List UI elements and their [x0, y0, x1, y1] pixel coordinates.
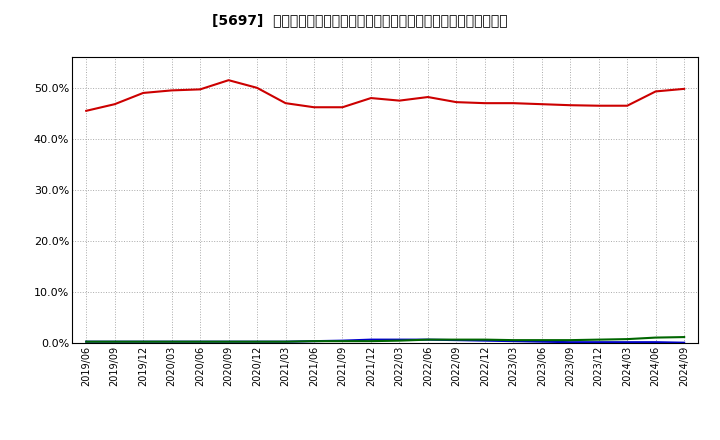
繰延税金資産: [595, 337, 603, 342]
繰延税金資産: [310, 338, 318, 344]
のれん: [595, 340, 603, 345]
のれん: [110, 339, 119, 345]
繰延税金資産: [82, 339, 91, 345]
繰延税金資産: [253, 339, 261, 345]
自己資本: [395, 98, 404, 103]
繰延税金資産: [196, 339, 204, 345]
自己資本: [310, 105, 318, 110]
自己資本: [595, 103, 603, 108]
繰延税金資産: [452, 337, 461, 342]
繰延税金資産: [366, 338, 375, 344]
繰延税金資産: [395, 338, 404, 343]
のれん: [509, 338, 518, 344]
繰延税金資産: [652, 335, 660, 340]
自己資本: [282, 100, 290, 106]
自己資本: [566, 103, 575, 108]
のれん: [652, 340, 660, 345]
自己資本: [167, 88, 176, 93]
繰延税金資産: [509, 337, 518, 343]
のれん: [537, 339, 546, 345]
自己資本: [82, 108, 91, 114]
自己資本: [537, 102, 546, 107]
のれん: [423, 337, 432, 342]
自己資本: [225, 77, 233, 83]
のれん: [82, 339, 91, 345]
自己資本: [139, 90, 148, 95]
繰延税金資産: [423, 337, 432, 342]
繰延税金資産: [623, 337, 631, 342]
Text: [5697]  自己資本、のれん、繰延税金資産の総資産に対する比率の推移: [5697] 自己資本、のれん、繰延税金資産の総資産に対する比率の推移: [212, 13, 508, 27]
繰延税金資産: [282, 339, 290, 345]
のれん: [167, 339, 176, 345]
繰延税金資産: [537, 337, 546, 343]
自己資本: [680, 86, 688, 92]
のれん: [196, 339, 204, 345]
自己資本: [652, 89, 660, 94]
のれん: [395, 337, 404, 342]
のれん: [282, 339, 290, 345]
繰延税金資産: [225, 339, 233, 345]
のれん: [680, 340, 688, 345]
自己資本: [110, 102, 119, 107]
自己資本: [452, 99, 461, 105]
のれん: [452, 337, 461, 343]
のれん: [623, 340, 631, 345]
自己資本: [480, 100, 489, 106]
Line: 自己資本: 自己資本: [86, 80, 684, 111]
自己資本: [366, 95, 375, 101]
のれん: [366, 337, 375, 342]
自己資本: [509, 100, 518, 106]
自己資本: [623, 103, 631, 108]
のれん: [566, 340, 575, 345]
のれん: [139, 339, 148, 345]
Line: のれん: のれん: [86, 340, 684, 343]
繰延税金資産: [680, 334, 688, 340]
繰延税金資産: [110, 339, 119, 345]
自己資本: [338, 105, 347, 110]
自己資本: [423, 95, 432, 100]
のれん: [338, 338, 347, 343]
繰延税金資産: [139, 339, 148, 345]
のれん: [225, 339, 233, 345]
Line: 繰延税金資産: 繰延税金資産: [86, 337, 684, 342]
繰延税金資産: [480, 337, 489, 342]
繰延税金資産: [338, 338, 347, 344]
繰延税金資産: [167, 339, 176, 345]
自己資本: [253, 85, 261, 91]
のれん: [480, 338, 489, 343]
繰延税金資産: [566, 337, 575, 343]
のれん: [310, 338, 318, 344]
のれん: [253, 339, 261, 345]
自己資本: [196, 87, 204, 92]
